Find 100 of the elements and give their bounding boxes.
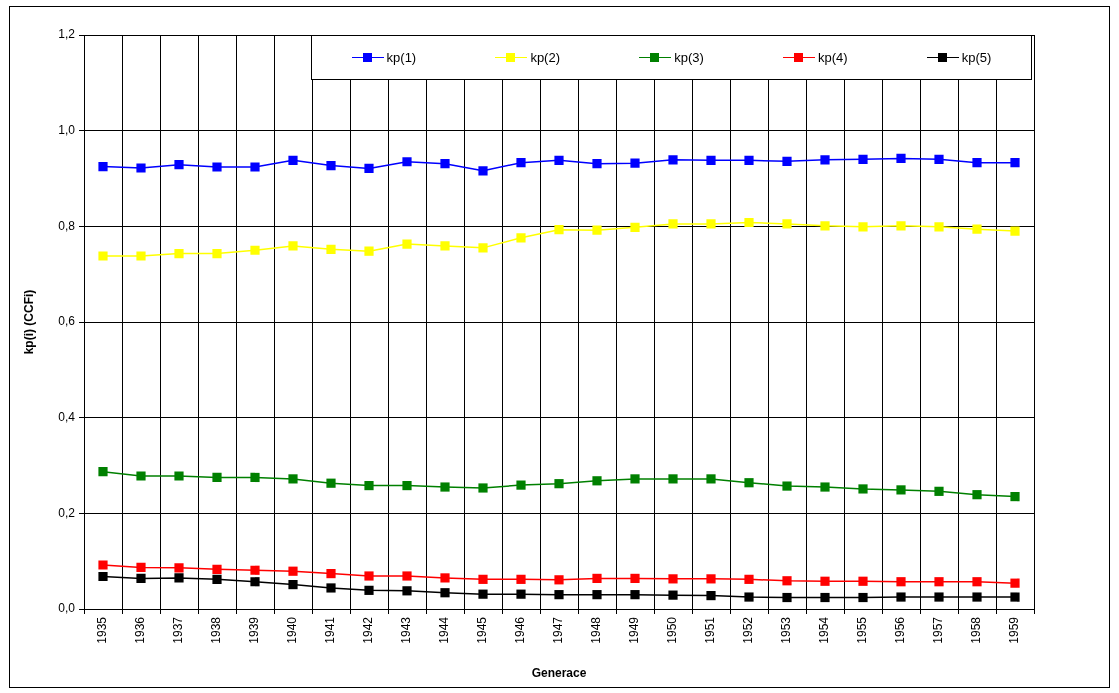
point	[858, 576, 868, 586]
point	[288, 474, 298, 484]
x-tick-label: 1945	[475, 616, 490, 644]
point	[516, 574, 526, 584]
point	[250, 565, 260, 575]
point	[136, 163, 146, 173]
point	[516, 158, 526, 168]
point	[1010, 226, 1020, 236]
legend-label: kp(4)	[817, 50, 848, 65]
legend-label: kp(2)	[530, 50, 560, 65]
x-tick-label: 1935	[95, 616, 110, 644]
point	[896, 485, 906, 495]
point	[478, 243, 488, 253]
point	[630, 222, 640, 232]
point	[288, 241, 298, 251]
point	[706, 474, 716, 484]
point	[858, 154, 868, 164]
point	[212, 249, 222, 259]
point	[212, 162, 222, 172]
point	[972, 224, 982, 234]
point	[174, 573, 184, 583]
point	[972, 592, 982, 602]
point	[782, 481, 792, 491]
point	[820, 482, 830, 492]
x-tick-label: 1958	[969, 616, 984, 644]
x-tick-label: 1944	[437, 616, 452, 644]
point	[402, 480, 412, 491]
x-axis-title: Generace	[531, 666, 587, 681]
point	[326, 583, 336, 593]
point	[858, 222, 868, 232]
x-tick-label: 1946	[513, 616, 528, 644]
x-tick-label: 1948	[589, 616, 604, 644]
y-axis-title: kp(i) (CCFi)	[21, 289, 36, 355]
point	[478, 166, 488, 176]
point	[896, 577, 906, 587]
point	[364, 585, 374, 595]
y-tick-label: 0,2	[58, 505, 76, 520]
point	[896, 592, 906, 602]
point	[174, 471, 184, 481]
point	[630, 158, 640, 168]
point	[250, 472, 260, 483]
point	[592, 159, 602, 169]
point	[972, 490, 982, 500]
x-tick-label: 1950	[665, 616, 680, 644]
legend-label: kp(3)	[674, 50, 704, 65]
point	[858, 484, 868, 494]
point	[98, 560, 108, 570]
x-tick-label: 1947	[551, 616, 566, 644]
x-tick-label: 1955	[855, 616, 870, 644]
point	[744, 155, 754, 165]
y-tick-label: 0,8	[58, 218, 76, 233]
point	[554, 225, 564, 235]
point	[174, 249, 184, 259]
point	[364, 246, 374, 256]
point	[212, 472, 222, 483]
point	[820, 155, 830, 165]
x-tick-label: 1940	[285, 616, 300, 644]
point	[668, 574, 678, 584]
point	[136, 562, 146, 572]
point	[934, 592, 944, 602]
point	[478, 483, 488, 493]
point	[782, 592, 792, 603]
point	[440, 573, 450, 583]
point	[934, 222, 944, 232]
point	[668, 219, 678, 229]
point	[440, 241, 450, 251]
point	[364, 571, 374, 581]
x-tick-label: 1952	[741, 616, 756, 644]
point	[402, 157, 412, 167]
point	[326, 244, 336, 254]
point	[972, 158, 982, 168]
point	[668, 474, 678, 484]
point	[1010, 578, 1020, 588]
point	[212, 564, 222, 574]
point	[250, 577, 260, 587]
point	[554, 155, 564, 165]
point	[592, 573, 602, 583]
point	[174, 160, 184, 170]
point	[326, 478, 336, 488]
x-tick-label: 1937	[171, 616, 186, 644]
point	[136, 573, 146, 583]
point	[706, 155, 716, 165]
point	[288, 580, 298, 590]
point	[744, 574, 754, 584]
point	[326, 569, 336, 579]
point	[592, 225, 602, 235]
point	[440, 482, 450, 492]
point	[630, 474, 640, 484]
point	[782, 576, 792, 586]
point	[896, 153, 906, 164]
point	[440, 588, 450, 598]
point	[630, 573, 640, 583]
x-tick-label: 1936	[133, 616, 148, 644]
point	[1010, 592, 1020, 602]
legend-label: kp(1)	[386, 50, 417, 65]
x-tick-label: 1957	[931, 616, 946, 644]
x-tick-label: 1959	[1007, 616, 1022, 644]
x-tick-label: 1939	[247, 616, 262, 644]
point	[934, 486, 944, 496]
y-tick-label: 1,0	[58, 122, 76, 137]
